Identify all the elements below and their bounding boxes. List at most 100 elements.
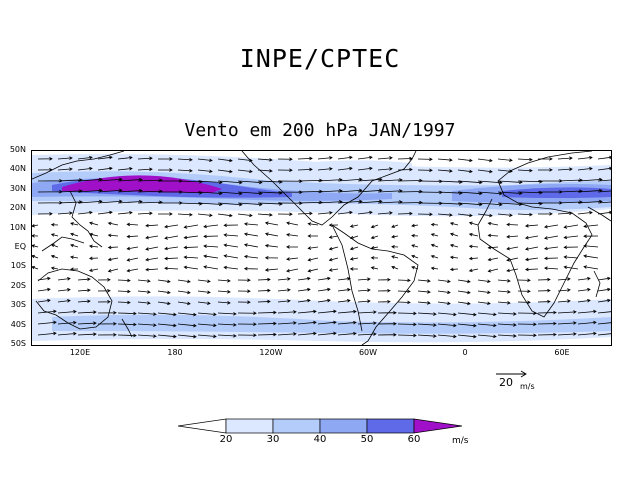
wind-vector bbox=[107, 257, 119, 262]
wind-vector bbox=[577, 276, 591, 281]
wind-vector bbox=[277, 157, 293, 161]
wind-vector bbox=[264, 232, 279, 237]
wind-vector bbox=[328, 268, 339, 272]
wind-vector bbox=[297, 200, 323, 205]
wind-vector bbox=[237, 158, 253, 163]
wind-vector bbox=[217, 301, 231, 305]
wind-vector bbox=[264, 268, 279, 272]
wind-vector bbox=[417, 168, 433, 173]
wind-vector bbox=[517, 333, 537, 338]
wind-vector bbox=[177, 212, 193, 217]
lat-label: 10N bbox=[9, 223, 26, 232]
wind-vector bbox=[137, 167, 153, 172]
wind-vector bbox=[32, 254, 39, 259]
wind-vector bbox=[32, 244, 39, 248]
wind-vector bbox=[468, 256, 479, 261]
wind-vector bbox=[197, 213, 213, 218]
wind-vector bbox=[157, 168, 173, 172]
wind-vector bbox=[164, 235, 179, 240]
wind-vector bbox=[557, 167, 573, 171]
wind-vector bbox=[357, 166, 373, 171]
wind-vector bbox=[487, 221, 499, 226]
wind-vector bbox=[557, 321, 577, 325]
wind-vector bbox=[497, 301, 511, 305]
wind-vector bbox=[557, 310, 577, 314]
wind-vector bbox=[544, 266, 559, 270]
wind-vector bbox=[97, 155, 113, 160]
wind-vector bbox=[524, 246, 539, 251]
wind-vector bbox=[337, 188, 363, 193]
wind-vector bbox=[411, 233, 419, 238]
wind-vector bbox=[391, 224, 399, 229]
wind-vector bbox=[237, 169, 253, 174]
lat-label: 40S bbox=[10, 320, 26, 329]
wind-vector bbox=[137, 334, 157, 338]
wind-vector bbox=[177, 157, 193, 162]
wind-vector bbox=[157, 212, 173, 216]
wind-vector bbox=[357, 277, 371, 281]
wind-vector bbox=[437, 323, 457, 328]
wind-vector bbox=[517, 168, 533, 173]
wind-vector bbox=[117, 278, 131, 283]
wind-vector bbox=[57, 320, 77, 325]
wind-vector bbox=[497, 290, 511, 294]
wind-vector bbox=[337, 210, 353, 215]
wind-vector bbox=[357, 188, 383, 193]
wind-speed-band bbox=[502, 187, 611, 198]
wind-vector bbox=[417, 279, 431, 283]
colorbar-label: 20 bbox=[219, 434, 233, 445]
wind-vector bbox=[377, 277, 391, 282]
wind-vector bbox=[577, 287, 591, 292]
reference-vector-arrow bbox=[496, 370, 527, 378]
wind-vector bbox=[277, 277, 291, 281]
wind-vector bbox=[197, 169, 213, 174]
wind-vectors bbox=[32, 155, 611, 339]
wind-vector bbox=[377, 310, 397, 315]
wind-vector bbox=[257, 310, 277, 315]
wind-vector bbox=[397, 189, 423, 194]
wind-vector bbox=[597, 333, 611, 336]
wind-vector bbox=[583, 234, 599, 238]
reference-vector-value: 20 bbox=[499, 376, 513, 389]
wind-vector bbox=[597, 276, 611, 281]
wind-vector bbox=[297, 309, 317, 314]
wind-vector bbox=[506, 246, 519, 251]
wind-vector bbox=[77, 288, 91, 293]
wind-vector bbox=[537, 277, 551, 282]
wind-vector bbox=[203, 234, 219, 239]
wind-vector bbox=[397, 156, 413, 161]
wind-vector bbox=[563, 245, 579, 250]
lat-label: 50S bbox=[10, 339, 26, 348]
wind-vector bbox=[557, 211, 573, 215]
wind-vector bbox=[563, 265, 579, 270]
wind-vector bbox=[377, 211, 393, 215]
wind-vector bbox=[297, 276, 311, 281]
wind-vector bbox=[217, 169, 233, 174]
colorbar-segment bbox=[413, 418, 463, 434]
wind-vector bbox=[286, 245, 299, 249]
wind-vector bbox=[183, 235, 199, 240]
wind-vector bbox=[437, 279, 451, 284]
wind-vector bbox=[317, 298, 331, 303]
lat-label: 50N bbox=[9, 145, 26, 154]
wind-vector bbox=[349, 267, 359, 271]
wind-vector bbox=[497, 323, 517, 327]
wind-vector bbox=[243, 232, 259, 237]
wind-vector bbox=[264, 221, 279, 226]
wind-vector bbox=[77, 155, 93, 160]
wind-vector bbox=[97, 188, 123, 193]
wind-vector bbox=[297, 211, 313, 216]
wind-vector bbox=[337, 166, 353, 171]
wind-vector bbox=[397, 333, 417, 338]
wind-vector bbox=[397, 211, 413, 216]
colorbar-label: 40 bbox=[313, 434, 327, 445]
wind-vector bbox=[477, 323, 497, 328]
wind-vector bbox=[349, 235, 359, 240]
wind-vector bbox=[183, 265, 199, 270]
wind-vector bbox=[557, 288, 571, 292]
wind-vector bbox=[97, 322, 117, 326]
wind-vector bbox=[257, 277, 271, 282]
wind-vector bbox=[277, 212, 293, 216]
wind-vector bbox=[417, 334, 437, 338]
wind-vector bbox=[317, 320, 337, 325]
